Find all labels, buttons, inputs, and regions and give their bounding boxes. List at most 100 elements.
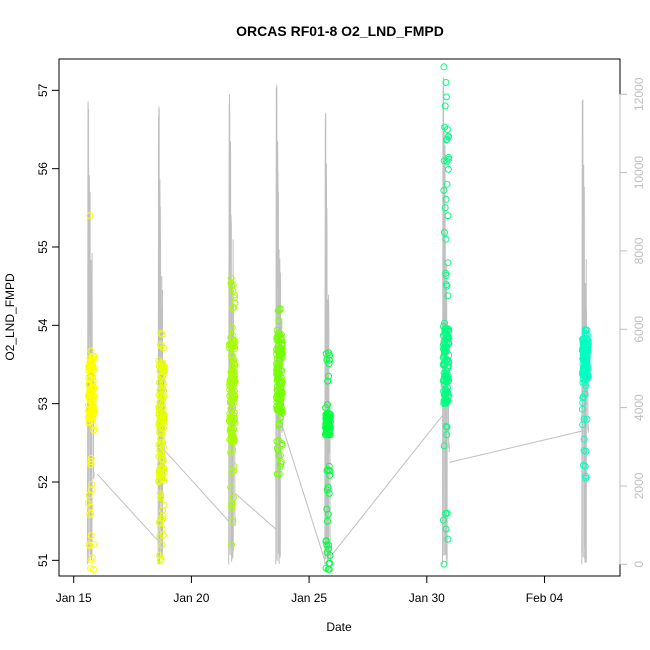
data-point-rf03	[230, 467, 238, 475]
data-point-rf07	[579, 421, 587, 429]
data-point-rf04	[273, 405, 281, 413]
y2-tick-label: 10000	[632, 156, 646, 190]
plot-frame	[58, 58, 621, 577]
data-point-rf06	[441, 347, 449, 355]
data-point-rf04	[275, 371, 283, 379]
data-point-rf06	[444, 325, 452, 333]
data-point-rf06	[443, 180, 451, 188]
data-point-rf06	[440, 157, 448, 165]
data-point-rf04	[278, 441, 286, 449]
data-point-rf06	[442, 195, 450, 203]
x-tick-label: Jan 30	[409, 591, 445, 605]
data-point-rf03	[230, 359, 238, 367]
data-point-rf06	[441, 319, 448, 327]
data-point-rf03	[230, 409, 238, 417]
data-point-rf01	[85, 361, 93, 369]
altitude-trace-rf02	[157, 106, 166, 565]
data-point-rf01	[89, 404, 97, 412]
data-point-rf03	[228, 324, 236, 331]
data-point-rf03	[226, 413, 234, 421]
data-point-rf06	[443, 509, 451, 517]
data-point-rf03	[229, 494, 237, 502]
data-point-rf06	[443, 343, 451, 351]
data-point-rf03	[230, 291, 238, 299]
y-tick-label: 53	[36, 397, 50, 411]
data-point-rf02	[158, 471, 166, 479]
data-point-rf06	[444, 384, 451, 391]
data-point-rf01	[87, 532, 95, 540]
data-point-rf05	[323, 549, 331, 556]
data-point-rf02	[157, 409, 165, 417]
data-point-rf05	[325, 349, 333, 357]
data-point-rf01	[87, 486, 95, 494]
data-point-rf05	[324, 401, 331, 409]
data-point-rf06	[444, 133, 452, 141]
altitude-trace-rf01	[86, 101, 95, 565]
data-point-rf06	[444, 535, 452, 543]
data-point-rf02	[159, 507, 166, 514]
data-point-rf06	[443, 126, 451, 133]
data-point-rf01	[90, 426, 98, 434]
data-point-rf04	[276, 462, 284, 470]
x-axis-label: Date	[326, 620, 352, 634]
data-point-rf05	[326, 467, 334, 475]
data-point-rf04	[277, 351, 285, 359]
data-point-rf01	[87, 556, 95, 564]
data-point-rf03	[230, 304, 238, 311]
data-point-rf04	[273, 361, 281, 369]
x-axis: Jan 15 Jan 20 Jan 25 Jan 30 Feb 04	[56, 575, 563, 605]
data-point-rf02	[159, 394, 167, 402]
data-point-rf02	[158, 330, 166, 338]
data-point-rf07	[580, 372, 588, 379]
data-point-rf03	[226, 436, 234, 443]
data-point-rf04	[275, 363, 283, 371]
data-point-rf05	[325, 421, 333, 428]
data-point-rf05	[323, 428, 331, 436]
data-point-rf07	[580, 447, 588, 455]
data-point-rf02	[159, 439, 166, 447]
data-point-rf05	[324, 377, 332, 385]
data-point-rf01	[86, 542, 94, 550]
data-point-rf03	[227, 425, 234, 433]
data-point-rf04	[277, 331, 285, 339]
data-point-rf02	[159, 372, 166, 380]
data-point-rf07	[583, 335, 591, 343]
data-point-rf04	[277, 356, 285, 364]
data-point-rf06	[439, 516, 447, 524]
data-point-rf06	[441, 339, 449, 347]
y-tick-label: 51	[36, 553, 50, 567]
data-point-rf04	[274, 387, 281, 395]
data-point-rf07	[579, 347, 587, 355]
altitude-connector-5	[330, 415, 443, 557]
data-point-rf06	[442, 525, 450, 533]
y2-tick-label: 4000	[632, 394, 646, 421]
y-tick-label: 52	[36, 475, 50, 489]
data-point-rf06	[443, 367, 451, 375]
data-point-rf01	[89, 363, 97, 371]
data-point-rf02	[155, 441, 163, 449]
x-tick-label: Jan 20	[173, 591, 209, 605]
data-point-rf06	[440, 63, 448, 71]
y2-axis: 0 2000 4000 6000 8000 10000 12000	[619, 77, 646, 568]
data-point-rf02	[156, 551, 164, 559]
data-point-rf06	[439, 377, 447, 385]
data-point-rf05	[325, 372, 333, 380]
data-point-rf02	[156, 533, 164, 541]
data-point-rf02	[158, 464, 166, 472]
data-point-rf03	[226, 381, 234, 389]
data-point-rf02	[158, 541, 166, 549]
altitude-connector-1	[96, 473, 159, 542]
data-point-rf04	[275, 373, 283, 381]
data-point-rf07	[579, 394, 587, 402]
data-point-rf06	[443, 423, 451, 431]
data-point-rf06	[442, 79, 450, 86]
data-point-rf03	[230, 342, 238, 350]
data-point-rf07	[579, 379, 587, 387]
data-point-rf01	[87, 369, 95, 377]
data-point-rf01	[87, 347, 95, 355]
data-point-rf05	[325, 565, 333, 573]
data-point-rf02	[155, 518, 163, 526]
data-point-rf06	[444, 332, 452, 340]
